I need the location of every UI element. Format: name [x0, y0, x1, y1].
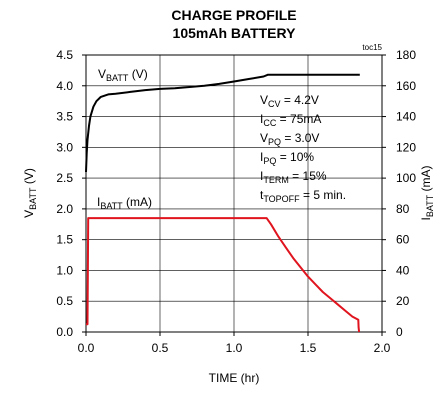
- parameter-icc: ICC = 75mA: [260, 112, 321, 128]
- parameter-list: VCV = 4.2V ICC = 75mA VPQ = 3.0V IPQ = 1…: [260, 93, 346, 204]
- right-tick-label: 100: [396, 171, 416, 185]
- right-tick-label: 60: [396, 233, 410, 247]
- right-tick-label: 120: [396, 140, 416, 154]
- left-tick-label: 1.0: [56, 263, 73, 277]
- x-tick-label: 2.0: [374, 341, 391, 355]
- right-axis-label-sub: BATT: [425, 194, 435, 217]
- right-axis-label-unit: (mA): [419, 165, 433, 194]
- left-axis-label-sub: BATT: [28, 187, 38, 210]
- x-tick-label: 0.0: [78, 341, 95, 355]
- left-tick-label: 4.5: [56, 48, 73, 62]
- left-tick-label: 4.0: [56, 79, 73, 93]
- series-label-vbatt-main: V: [98, 67, 106, 81]
- left-tick-label: 2.0: [56, 202, 73, 216]
- x-tick-label: 1.5: [300, 341, 317, 355]
- series-label-ibatt-unit: (mA): [123, 195, 152, 209]
- parameter-vcv: VCV = 4.2V: [260, 93, 319, 109]
- x-tick-label: 0.5: [152, 341, 169, 355]
- left-tick-label: 0.5: [56, 294, 73, 308]
- right-axis-label: IBATT (mA): [419, 165, 435, 220]
- series-label-vbatt-sub: BATT: [106, 73, 129, 83]
- chart-subtitle: 105mAh BATTERY: [173, 25, 297, 41]
- left-tick-label: 3.5: [56, 110, 73, 124]
- parameter-vpq: VPQ = 3.0V: [260, 131, 319, 147]
- left-tick-label: 3.0: [56, 140, 73, 154]
- left-tick-label: 0.0: [56, 325, 73, 339]
- x-axis-label: TIME (hr): [209, 371, 260, 385]
- series-line-ibatt: [86, 217, 361, 333]
- series-label-ibatt-sub: BATT: [100, 201, 123, 211]
- series-line-vbatt: [85, 73, 360, 173]
- left-axis-ticks: 0.0 0.5 1.0 1.5 2.0 2.5 3.0 3.5 4.0 4.5: [56, 48, 86, 339]
- grid-lines: [86, 55, 382, 332]
- right-tick-label: 160: [396, 79, 416, 93]
- series-label-vbatt-unit: (V): [128, 67, 147, 81]
- right-tick-label: 40: [396, 263, 410, 277]
- chart-tag: toc15: [362, 43, 382, 52]
- series-label-vbatt: VBATT (V): [98, 67, 148, 83]
- left-axis-label-main: V: [22, 210, 36, 218]
- series-label-ibatt-main: I: [97, 195, 100, 209]
- right-axis-ticks: 0 20 40 60 80 100 120 140 160 180: [382, 48, 416, 339]
- right-axis-label-main: I: [419, 217, 433, 220]
- series-label-ibatt: IBATT (mA): [97, 195, 152, 211]
- parameter-ttopoff: tTOPOFF = 5 min.: [260, 188, 346, 204]
- right-tick-label: 180: [396, 48, 416, 62]
- parameter-iterm: ITERM = 15%: [260, 169, 327, 185]
- left-tick-label: 1.5: [56, 233, 73, 247]
- left-axis-label-unit: (V): [22, 168, 36, 187]
- left-tick-label: 2.5: [56, 171, 73, 185]
- x-axis-ticks: 0.0 0.5 1.0 1.5 2.0: [78, 332, 391, 355]
- right-tick-label: 20: [396, 294, 410, 308]
- chart-title: CHARGE PROFILE: [171, 7, 296, 23]
- parameter-ipq: IPQ = 10%: [260, 150, 314, 166]
- right-tick-label: 80: [396, 202, 410, 216]
- right-tick-label: 140: [396, 110, 416, 124]
- left-axis-label: VBATT (V): [22, 168, 38, 218]
- x-tick-label: 1.0: [226, 341, 243, 355]
- right-tick-label: 0: [396, 325, 403, 339]
